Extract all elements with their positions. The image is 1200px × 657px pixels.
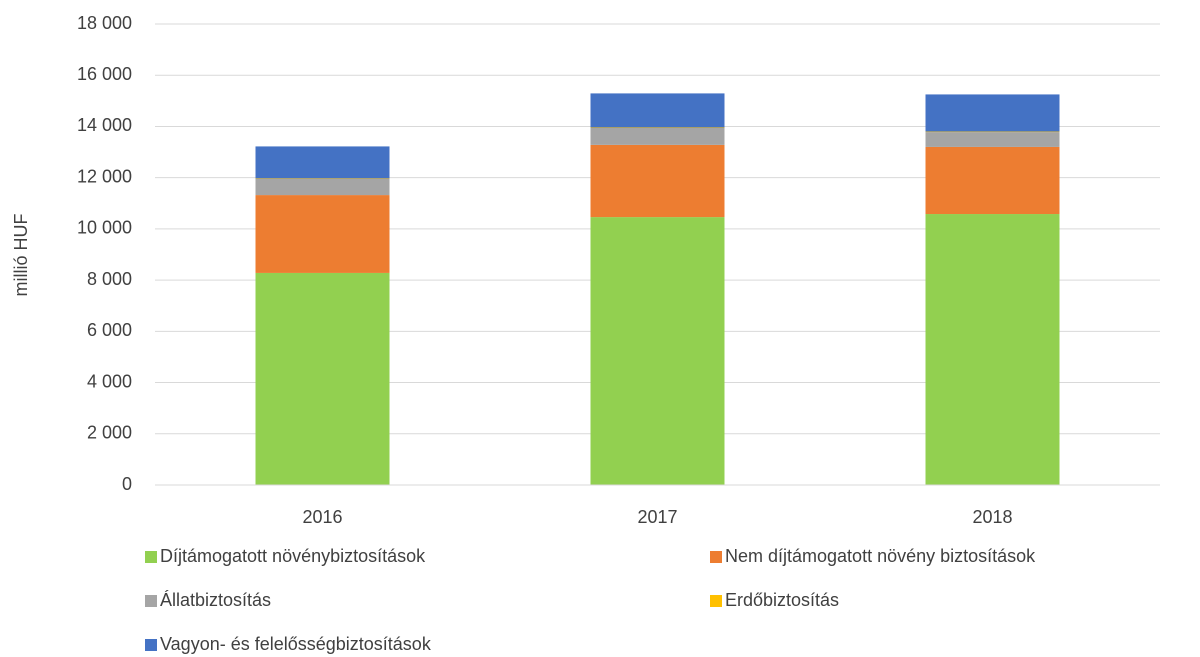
legend-label: Nem díjtámogatott növény biztosítások [725,546,1036,566]
legend-label: Erdőbiztosítás [725,590,839,610]
y-tick-label: 0 [122,474,132,494]
bar-segment [255,178,390,196]
legend-swatch [145,639,157,651]
y-tick-label: 6 000 [87,320,132,340]
bar-segment [925,132,1060,147]
bar-segment [925,94,1060,132]
bar-segment [255,272,390,485]
bar-segment [255,178,390,179]
bar-segment [590,93,725,128]
x-tick-label: 2018 [972,507,1012,527]
y-tick-label: 16 000 [77,64,132,84]
legend-swatch [145,595,157,607]
bar-segment [925,214,1060,486]
bar-segment [255,195,390,273]
y-tick-label: 18 000 [77,13,132,33]
bar-segment [590,127,725,128]
y-tick-label: 14 000 [77,115,132,135]
legend-label: Vagyon- és felelősségbiztosítások [160,634,432,654]
y-axis-label: millió HUF [11,214,31,297]
y-tick-label: 10 000 [77,218,132,238]
bar-segment [925,131,1060,133]
legend-swatch [710,595,722,607]
y-tick-label: 2 000 [87,423,132,443]
legend-swatch [145,551,157,563]
legend-label: Állatbiztosítás [160,590,271,610]
bar-segment [590,144,725,218]
y-tick-label: 4 000 [87,371,132,391]
x-tick-label: 2017 [637,507,677,527]
y-tick-label: 8 000 [87,269,132,289]
x-tick-label: 2016 [302,507,342,527]
y-tick-label: 12 000 [77,166,132,186]
bar-segment [590,127,725,145]
legend-swatch [710,551,722,563]
bar-segment [925,146,1060,215]
bar-segment [255,146,390,179]
legend-label: Díjtámogatott növénybiztosítások [160,546,426,566]
bar-segment [590,217,725,485]
